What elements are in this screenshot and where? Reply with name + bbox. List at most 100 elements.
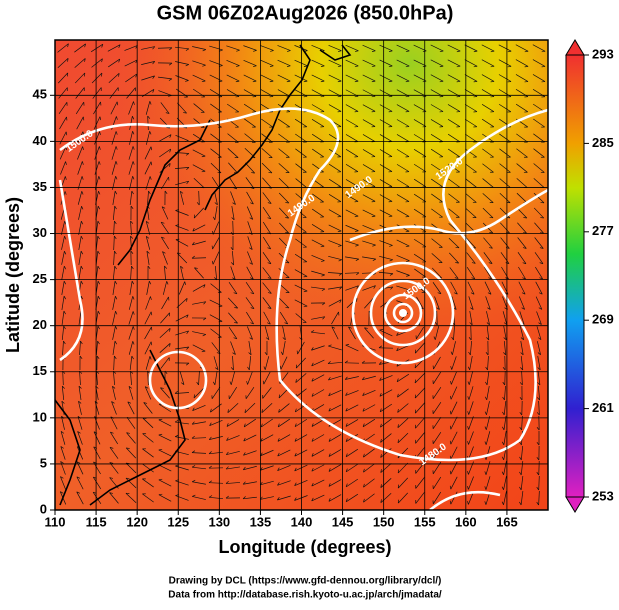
streamline (362, 44, 376, 52)
streamline (78, 250, 84, 265)
title: GSM 06Z02Aug2026 (850.0hPa) (157, 2, 454, 24)
streamline (130, 205, 134, 221)
streamline (191, 255, 207, 259)
streamline (175, 346, 190, 350)
streamline (432, 356, 441, 370)
streamline (484, 476, 491, 490)
streamline (517, 252, 527, 265)
streamline (112, 325, 118, 340)
streamline (328, 224, 342, 233)
streamline (535, 266, 543, 280)
streamline (397, 388, 409, 398)
streamline (295, 163, 307, 173)
streamline (228, 386, 238, 400)
streamline (482, 193, 494, 203)
streamline (430, 148, 444, 158)
streamline (535, 281, 543, 295)
streamline (379, 403, 393, 413)
streamline (415, 417, 425, 429)
streamline (414, 372, 426, 384)
streamline (77, 161, 84, 175)
x-tick-label: 150 (373, 514, 395, 529)
streamline (174, 390, 190, 394)
streamline (482, 163, 494, 173)
streamline (467, 476, 474, 490)
streamline (111, 401, 117, 415)
streamline (191, 421, 206, 425)
streamline (328, 44, 342, 52)
streamline (361, 375, 376, 381)
streamline (130, 250, 134, 266)
streamline (79, 340, 83, 356)
streamline (94, 146, 101, 160)
streamline (192, 405, 206, 411)
streamline (379, 119, 393, 128)
streamline (243, 45, 257, 52)
streamline (230, 191, 236, 205)
streamline (362, 194, 376, 203)
streamline (467, 386, 474, 400)
streamline (142, 448, 154, 458)
x-tick-label: 110 (45, 514, 66, 529)
streamline (111, 161, 118, 175)
streamline (260, 45, 274, 52)
streamline (312, 193, 324, 203)
streamline (483, 237, 493, 249)
streamline (345, 240, 359, 247)
streamline (413, 163, 427, 173)
streamline (311, 224, 325, 233)
streamline (379, 179, 393, 188)
streamline (380, 478, 392, 488)
streamline (345, 194, 359, 203)
streamline (328, 464, 342, 472)
streamline (486, 326, 490, 341)
streamline (263, 311, 271, 325)
streamline (345, 74, 359, 83)
streamline (311, 479, 325, 487)
streamline (125, 462, 137, 474)
streamline (96, 355, 100, 371)
streamline (244, 118, 256, 128)
streamline (516, 163, 528, 173)
streamline (128, 326, 135, 340)
streamline (396, 194, 410, 203)
streamline (415, 462, 425, 474)
streamline (481, 74, 495, 83)
streamline (74, 72, 86, 84)
streamline (295, 223, 307, 233)
streamline (178, 281, 186, 295)
streamline (363, 493, 375, 503)
streamline (328, 344, 342, 351)
streamline (311, 494, 325, 502)
streamline (537, 341, 541, 356)
streamline (294, 118, 308, 128)
streamline (282, 326, 286, 341)
streamline (247, 355, 252, 371)
streamline (447, 59, 461, 68)
streamline (210, 403, 222, 413)
colorbar-tick-label: 285 (592, 135, 614, 150)
streamline (311, 374, 325, 382)
streamline (294, 479, 308, 487)
streamline (61, 221, 67, 235)
streamline (128, 161, 135, 175)
streamline (328, 479, 342, 487)
streamline (191, 240, 206, 246)
streamline (432, 371, 442, 385)
streamline (146, 250, 150, 265)
streamline (380, 448, 392, 458)
colorbar-tick-label: 253 (592, 488, 614, 503)
streamline (277, 74, 291, 83)
streamline (532, 59, 546, 68)
streamline (295, 357, 307, 369)
streamline (209, 60, 223, 67)
streamline (158, 493, 172, 502)
streamline (450, 371, 458, 385)
streamline (481, 118, 495, 128)
streamline (280, 341, 286, 356)
streamline (179, 190, 185, 205)
streamline (537, 385, 540, 401)
streamline (379, 209, 393, 218)
streamline (536, 326, 542, 340)
streamline (328, 240, 342, 247)
